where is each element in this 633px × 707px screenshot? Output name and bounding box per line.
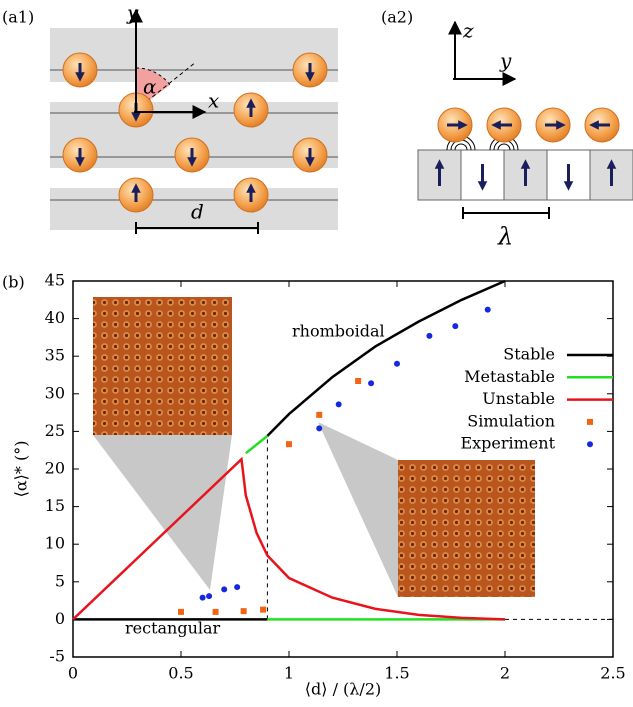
- experiment-point: [200, 595, 206, 601]
- legend-label: Simulation: [467, 411, 555, 430]
- field-line: [455, 144, 467, 150]
- experiment-point: [485, 307, 491, 313]
- axis-label: x: [208, 89, 219, 113]
- annotation: rhomboidal: [292, 322, 385, 341]
- experiment-point: [452, 323, 458, 329]
- y-tick-label: 45: [45, 271, 65, 290]
- domains: [418, 136, 633, 200]
- axis-label: y: [499, 49, 512, 73]
- y-tick-label: 35: [45, 346, 65, 365]
- simulation-point: [178, 609, 184, 615]
- axis-label: y: [126, 1, 139, 25]
- y-tick-label: 25: [45, 421, 65, 440]
- experiment-point: [316, 425, 322, 431]
- figure: (a1) y x α d (a2) z y λ (b) 0 0.5 1 1.5 2 2.5…: [0, 0, 633, 707]
- scale-bar: [463, 207, 549, 219]
- simulation-point: [316, 412, 322, 418]
- field-line: [498, 144, 510, 150]
- y-tick-label: 10: [45, 534, 65, 553]
- y-tick-label: 20: [45, 459, 65, 478]
- x-tick-label: 1.5: [384, 664, 409, 683]
- legend-label: Unstable: [482, 389, 555, 408]
- spacing-label: d: [191, 200, 204, 224]
- inset-image: [398, 460, 535, 597]
- inset-pointer: [93, 435, 232, 590]
- panel-label: (a2): [381, 8, 413, 27]
- legend-label: Experiment: [460, 434, 555, 453]
- legend-label: Metastable: [464, 367, 555, 386]
- y-tick-label: 30: [45, 383, 65, 402]
- experiment-point: [394, 361, 400, 367]
- legend-swatch: [587, 419, 593, 425]
- inset-pointer: [318, 422, 398, 597]
- y-tick-label: 5: [55, 571, 65, 590]
- simulation-point: [241, 608, 247, 614]
- y-tick-label: 15: [45, 496, 65, 515]
- x-axis-label: ⟨d⟩ / (λ/2): [305, 680, 381, 699]
- y-tick-label: -5: [49, 647, 65, 666]
- experiment-point: [336, 401, 342, 407]
- x-tick-label: 1: [284, 664, 294, 683]
- inset-image: [93, 297, 232, 435]
- experiment-point: [426, 333, 432, 339]
- page: {"panels": {"a1": {"label": "(a1)", "y_a…: [0, 0, 633, 707]
- panel-label: (a1): [2, 8, 34, 27]
- annotation: rectangular: [125, 619, 221, 638]
- simulation-point: [286, 441, 292, 447]
- panel-a2: (a2) z y λ: [381, 8, 633, 251]
- x-tick-label: 0.5: [168, 664, 193, 683]
- simulation-point: [213, 609, 219, 615]
- experiment-point: [221, 586, 227, 592]
- panel-label: (b): [2, 273, 25, 292]
- experiment-point: [206, 593, 212, 599]
- x-tick-label: 2.5: [600, 664, 625, 683]
- x-tick-label: 0: [68, 664, 78, 683]
- simulation-point: [260, 607, 266, 613]
- legend-label: Stable: [503, 345, 555, 364]
- x-tick-label: 2: [500, 664, 510, 683]
- legend-swatch: [587, 441, 593, 447]
- angle-label: α: [143, 75, 157, 99]
- experiment-point: [368, 380, 374, 386]
- axis-label: z: [462, 19, 474, 43]
- y-tick-label: 40: [45, 308, 65, 327]
- stripe: [50, 82, 338, 102]
- particles: [438, 108, 619, 142]
- simulation-point: [355, 378, 361, 384]
- y-tick-label: 0: [55, 609, 65, 628]
- panel-a1: (a1) y x α d: [2, 1, 338, 235]
- y-axis-label: ⟨α⟩* (°): [12, 441, 31, 498]
- experiment-point: [234, 584, 240, 590]
- wavelength-label: λ: [497, 223, 513, 251]
